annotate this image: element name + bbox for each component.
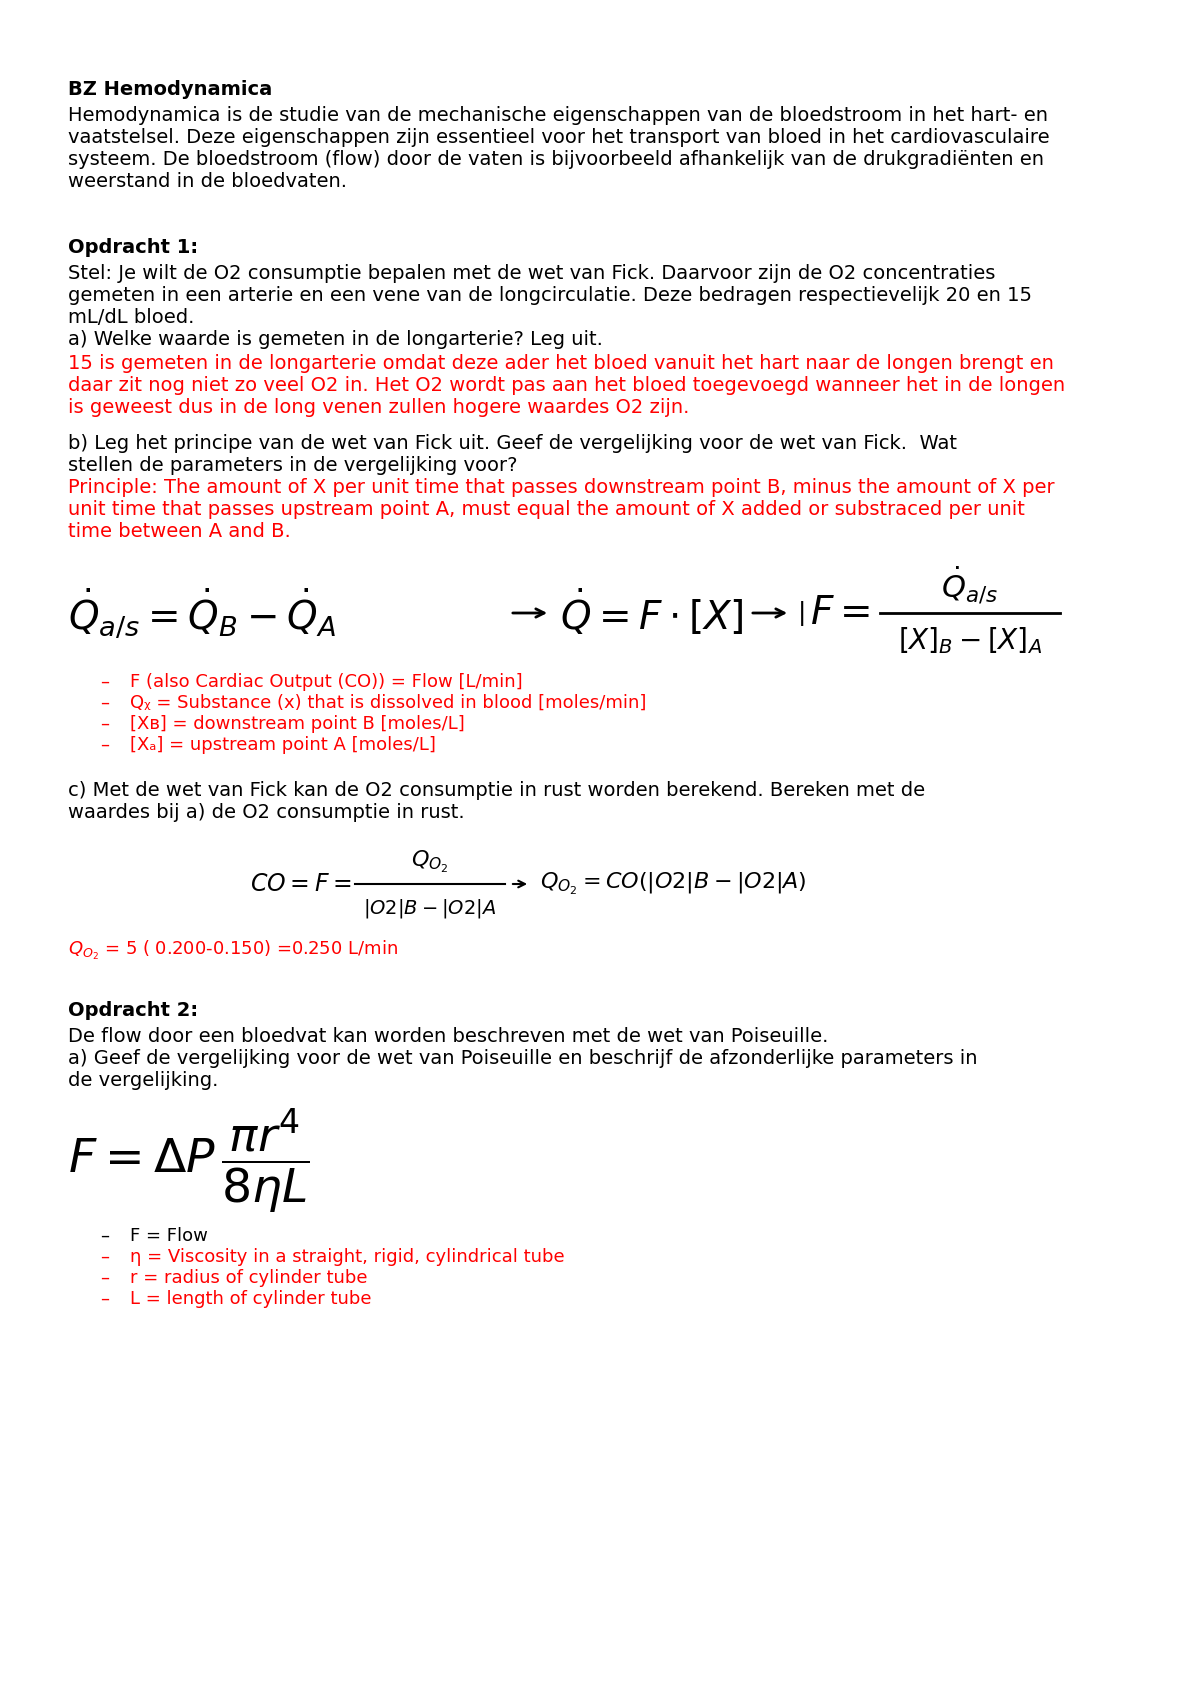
Text: $\dot{Q} = F \cdot [X]$: $\dot{Q} = F \cdot [X]$ (560, 587, 744, 638)
Text: –: – (100, 694, 109, 713)
Text: De flow door een bloedvat kan worden beschreven met de wet van Poiseuille.: De flow door een bloedvat kan worden bes… (68, 1027, 828, 1045)
Text: Stel: Je wilt de O2 consumptie bepalen met de wet van Fick. Daarvoor zijn de O2 : Stel: Je wilt de O2 consumptie bepalen m… (68, 265, 995, 283)
Text: [Xₐ] = upstream point A [moles/L]: [Xₐ] = upstream point A [moles/L] (130, 736, 436, 753)
Text: daar zit nog niet zo veel O2 in. Het O2 wordt pas aan het bloed toegevoegd wanne: daar zit nog niet zo veel O2 in. Het O2 … (68, 377, 1066, 395)
Text: $|O2|B-|O2|A$: $|O2|B-|O2|A$ (364, 896, 497, 920)
Text: –: – (100, 674, 109, 691)
Text: Opdracht 1:: Opdracht 1: (68, 238, 198, 256)
Text: vaatstelsel. Deze eigenschappen zijn essentieel voor het transport van bloed in : vaatstelsel. Deze eigenschappen zijn ess… (68, 127, 1050, 148)
Text: c) Met de wet van Fick kan de O2 consumptie in rust worden berekend. Bereken met: c) Met de wet van Fick kan de O2 consump… (68, 781, 925, 799)
Text: –: – (100, 714, 109, 733)
Text: is geweest dus in de long venen zullen hogere waardes O2 zijn.: is geweest dus in de long venen zullen h… (68, 399, 689, 417)
Text: Opdracht 2:: Opdracht 2: (68, 1001, 198, 1020)
Text: $CO=F=$: $CO=F=$ (250, 872, 352, 896)
Text: systeem. De bloedstroom (flow) door de vaten is bijvoorbeeld afhankelijk van de : systeem. De bloedstroom (flow) door de v… (68, 149, 1044, 170)
Text: de vergelijking.: de vergelijking. (68, 1071, 218, 1089)
Text: Hemodynamica is de studie van de mechanische eigenschappen van de bloedstroom in: Hemodynamica is de studie van de mechani… (68, 105, 1048, 126)
Text: a) Geef de vergelijking voor de wet van Poiseuille en beschrijf de afzonderlijke: a) Geef de vergelijking voor de wet van … (68, 1049, 978, 1067)
Text: weerstand in de bloedvaten.: weerstand in de bloedvaten. (68, 171, 347, 192)
Text: [Xʙ] = downstream point B [moles/L]: [Xʙ] = downstream point B [moles/L] (130, 714, 464, 733)
Text: $Q_{O_2}=CO(|O2|B-|O2|A)$: $Q_{O_2}=CO(|O2|B-|O2|A)$ (540, 871, 806, 898)
Text: L = length of cylinder tube: L = length of cylinder tube (130, 1290, 372, 1308)
Text: $Q_{O_2}$: $Q_{O_2}$ (412, 848, 449, 876)
Text: $Q_{O_2}$ = 5 ( 0.200-0.150) =0.250 L/min: $Q_{O_2}$ = 5 ( 0.200-0.150) =0.250 L/mi… (68, 938, 398, 962)
Text: –: – (100, 1227, 109, 1246)
Text: a) Welke waarde is gemeten in de longarterie? Leg uit.: a) Welke waarde is gemeten in de longart… (68, 329, 602, 350)
Text: time between A and B.: time between A and B. (68, 523, 290, 541)
Text: $F =$: $F =$ (810, 594, 870, 631)
Text: stellen de parameters in de vergelijking voor?: stellen de parameters in de vergelijking… (68, 456, 517, 475)
Text: $\dot{Q}_{a/s} = \dot{Q}_B - \dot{Q}_A$: $\dot{Q}_{a/s} = \dot{Q}_B - \dot{Q}_A$ (68, 587, 336, 640)
Text: –: – (100, 1269, 109, 1286)
Text: F (also Cardiac Output (CO)) = Flow [L/min]: F (also Cardiac Output (CO)) = Flow [L/m… (130, 674, 523, 691)
Text: 15 is gemeten in de longarterie omdat deze ader het bloed vanuit het hart naar d: 15 is gemeten in de longarterie omdat de… (68, 355, 1054, 373)
Text: Qᵪ = Substance (x) that is dissolved in blood [moles/min]: Qᵪ = Substance (x) that is dissolved in … (130, 694, 647, 713)
Text: unit time that passes upstream point A, must equal the amount of X added or subs: unit time that passes upstream point A, … (68, 501, 1025, 519)
Text: –: – (100, 1247, 109, 1266)
Text: F = Flow: F = Flow (130, 1227, 208, 1246)
Text: $\dot{Q}_{a/s}$: $\dot{Q}_{a/s}$ (941, 563, 998, 606)
Text: r = radius of cylinder tube: r = radius of cylinder tube (130, 1269, 367, 1286)
Text: mL/dL bloed.: mL/dL bloed. (68, 307, 194, 328)
Text: η = Viscosity in a straight, rigid, cylindrical tube: η = Viscosity in a straight, rigid, cyli… (130, 1247, 565, 1266)
Text: $|$: $|$ (797, 599, 804, 628)
Text: gemeten in een arterie en een vene van de longcirculatie. Deze bedragen respecti: gemeten in een arterie en een vene van d… (68, 287, 1032, 305)
Text: –: – (100, 736, 109, 753)
Text: BZ Hemodynamica: BZ Hemodynamica (68, 80, 272, 98)
Text: $F = \Delta P\,\dfrac{\pi r^4}{8\eta L}$: $F = \Delta P\,\dfrac{\pi r^4}{8\eta L}$ (68, 1108, 310, 1217)
Text: b) Leg het principe van de wet van Fick uit. Geef de vergelijking voor de wet va: b) Leg het principe van de wet van Fick … (68, 434, 958, 453)
Text: waardes bij a) de O2 consumptie in rust.: waardes bij a) de O2 consumptie in rust. (68, 803, 464, 821)
Text: $[X]_B - [X]_A$: $[X]_B - [X]_A$ (898, 626, 1042, 657)
Text: –: – (100, 1290, 109, 1308)
Text: Principle: The amount of X per unit time that passes downstream point B, minus t: Principle: The amount of X per unit time… (68, 479, 1055, 497)
